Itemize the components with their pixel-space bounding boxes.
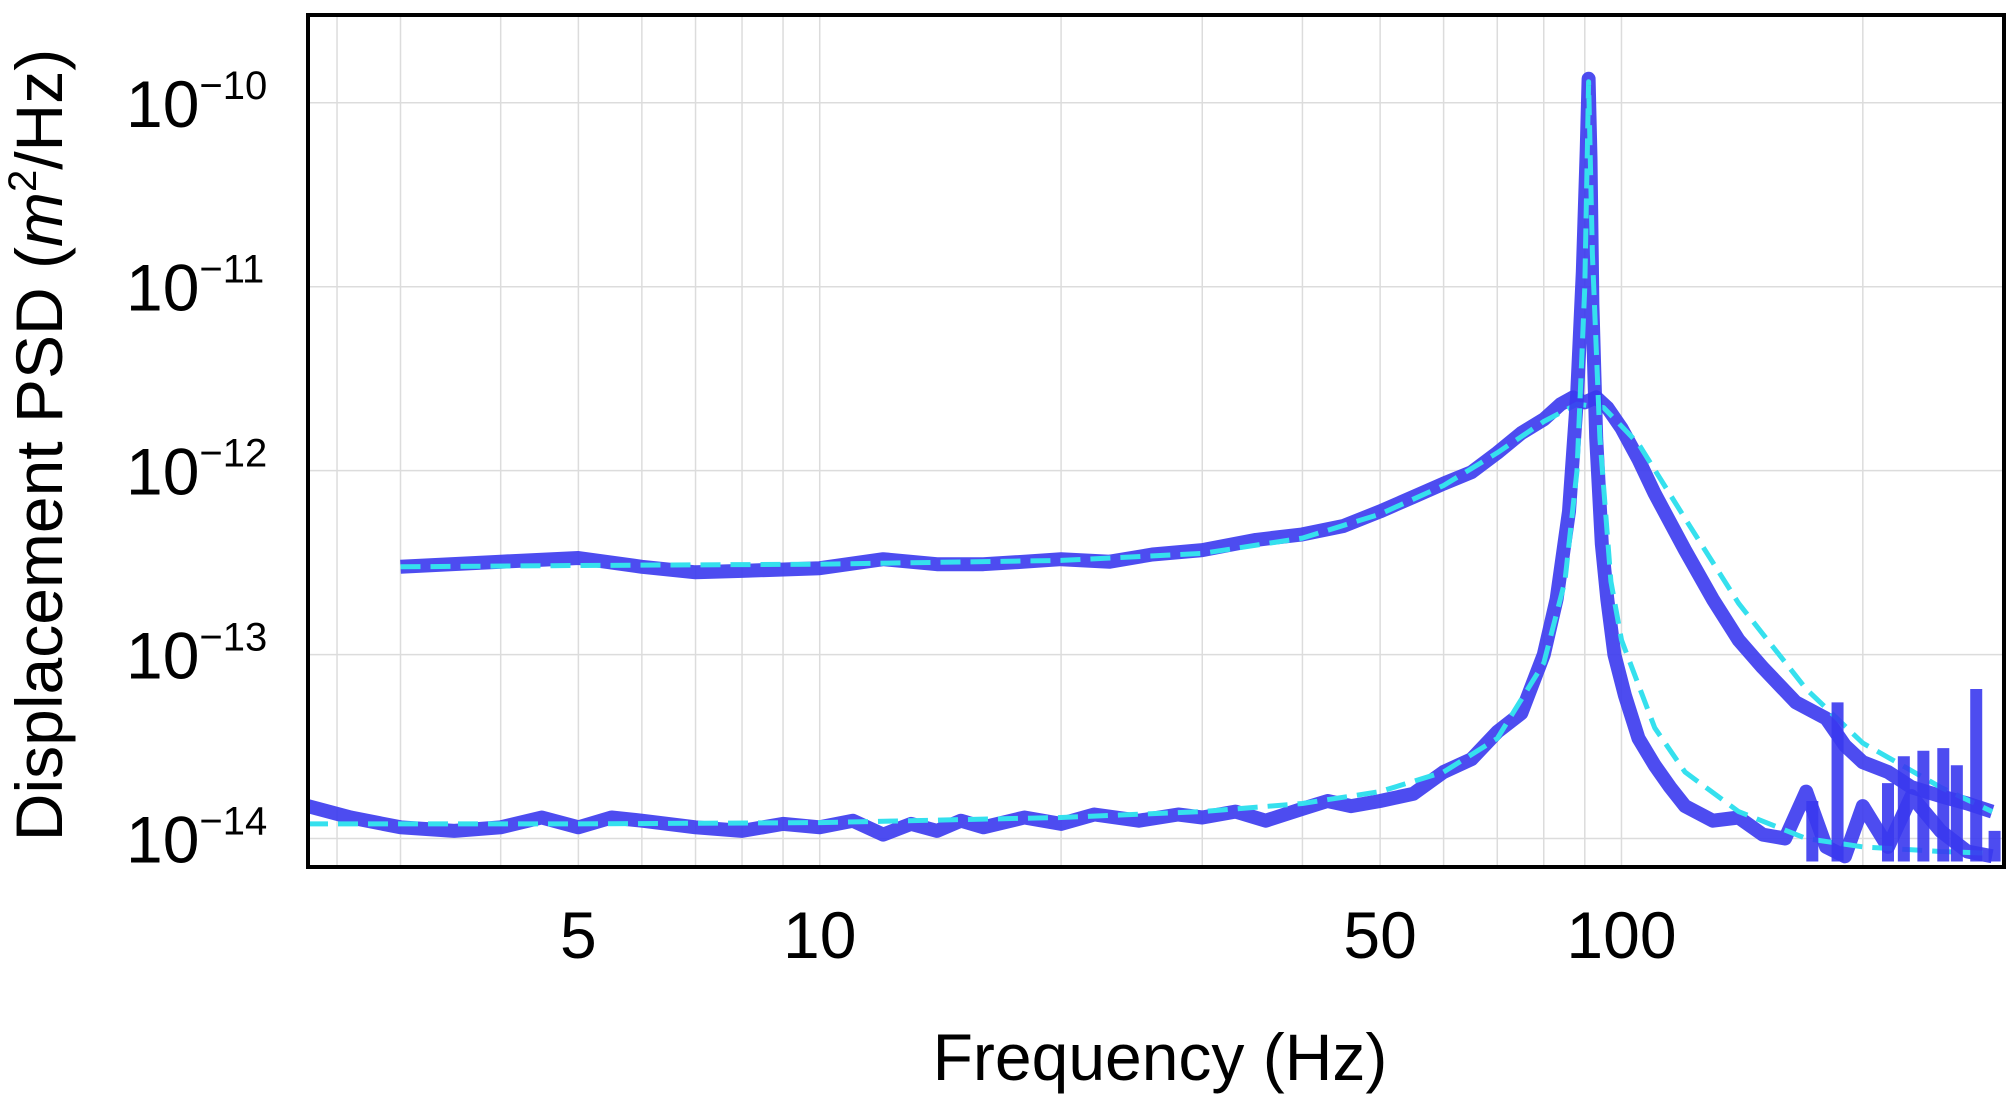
y-axis-title-unit: m [2, 192, 76, 247]
plot-frame [306, 13, 2006, 869]
psd-data-curve-3 [308, 71, 1994, 864]
x-tick-label: 5 [560, 898, 597, 972]
psd-fit-curve-4 [308, 79, 1993, 856]
psd-fit-curve-2 [400, 401, 1994, 814]
y-tick-label: 10−11 [126, 248, 264, 325]
x-tick-label: 50 [1343, 898, 1416, 972]
psd-data-curve-1 [400, 390, 1995, 819]
y-axis-title: Displacement PSD (m2/Hz) [1, 49, 76, 841]
y-tick-label: 10−14 [126, 800, 267, 877]
x-tick-label: 100 [1566, 898, 1676, 972]
series-layer [308, 71, 2001, 864]
y-tick-labels: 10−14 10−13 10−12 10−11 10−10 [126, 64, 267, 877]
grid-lines [308, 15, 2005, 867]
y-axis-title-base: Displacement PSD ( [2, 247, 76, 841]
y-axis-title-tail: /Hz) [2, 49, 76, 170]
y-tick-label: 10−10 [126, 64, 267, 141]
y-tick-label: 10−13 [126, 616, 267, 693]
x-tick-label: 10 [783, 898, 856, 972]
x-tick-labels: 5 10 50 100 [560, 898, 1677, 972]
y-axis-title-exponent: 2 [1, 170, 45, 192]
y-tick-label: 10−12 [126, 432, 267, 509]
x-axis-title: Frequency (Hz) [933, 1020, 1388, 1094]
